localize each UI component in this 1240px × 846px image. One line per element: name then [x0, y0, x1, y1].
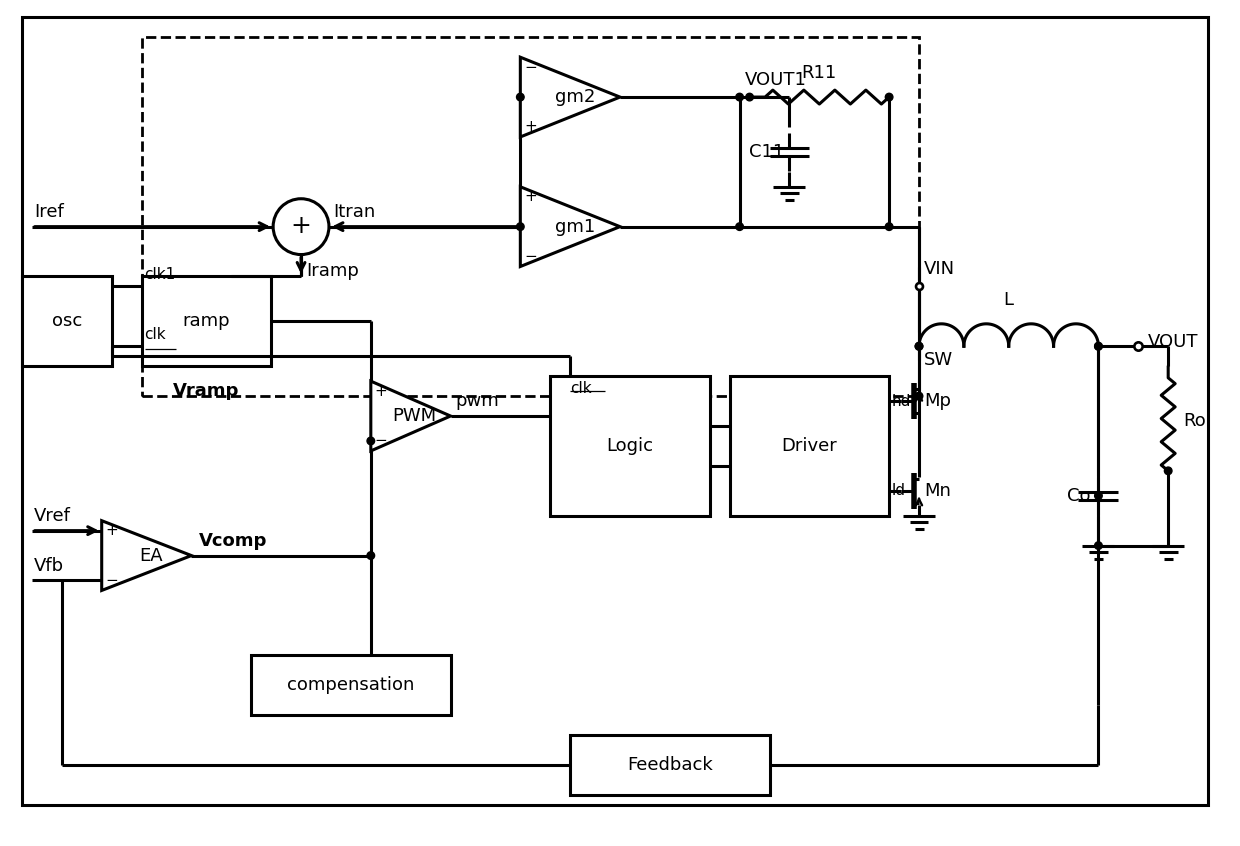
Text: −: −	[374, 433, 387, 448]
Circle shape	[1095, 343, 1102, 350]
Text: Vref: Vref	[33, 507, 71, 525]
Bar	[729, 376, 889, 516]
Circle shape	[273, 199, 329, 255]
Text: R11: R11	[802, 64, 837, 82]
Text: ramp: ramp	[182, 312, 231, 330]
Text: clk1: clk1	[145, 267, 176, 283]
Text: Iref: Iref	[33, 203, 63, 221]
Text: hd: hd	[892, 393, 911, 409]
Text: VOUT: VOUT	[1148, 333, 1199, 351]
Circle shape	[517, 93, 525, 101]
Text: +: +	[525, 119, 537, 135]
Text: VOUT1: VOUT1	[744, 71, 806, 89]
Text: Feedback: Feedback	[627, 755, 713, 774]
Text: ld: ld	[892, 483, 906, 498]
Text: Vfb: Vfb	[33, 558, 64, 575]
Circle shape	[367, 552, 374, 559]
Text: L: L	[1003, 291, 1014, 309]
Circle shape	[517, 222, 525, 230]
Text: +: +	[290, 214, 311, 238]
Text: compensation: compensation	[288, 676, 414, 694]
Bar	[141, 277, 272, 366]
Text: gm1: gm1	[556, 217, 595, 236]
Text: EA: EA	[139, 547, 162, 564]
Circle shape	[1095, 343, 1102, 350]
Text: −: −	[105, 573, 118, 588]
Circle shape	[1135, 343, 1142, 350]
Text: Logic: Logic	[606, 437, 653, 455]
Text: Driver: Driver	[781, 437, 837, 455]
Text: Co: Co	[1066, 486, 1090, 505]
Text: Vramp: Vramp	[174, 382, 239, 400]
Polygon shape	[521, 187, 620, 266]
Text: C11: C11	[749, 143, 785, 161]
Text: Iramp: Iramp	[306, 261, 358, 279]
Circle shape	[745, 93, 754, 101]
Circle shape	[367, 437, 374, 445]
Bar	[551, 376, 709, 516]
Text: PWM: PWM	[393, 407, 436, 425]
Text: Ro: Ro	[1183, 412, 1205, 430]
Bar	[570, 735, 770, 794]
Circle shape	[915, 343, 923, 350]
Text: Mp: Mp	[924, 392, 951, 410]
Bar	[22, 277, 112, 366]
Text: Mn: Mn	[924, 481, 951, 500]
Text: −: −	[525, 249, 537, 264]
Text: pwm: pwm	[455, 392, 500, 410]
Bar	[252, 656, 450, 715]
Polygon shape	[521, 58, 620, 137]
Circle shape	[915, 393, 923, 400]
Text: gm2: gm2	[556, 88, 595, 106]
Text: clk: clk	[145, 327, 166, 343]
Circle shape	[915, 343, 923, 350]
Circle shape	[735, 222, 744, 230]
Circle shape	[735, 93, 744, 101]
Text: Itran: Itran	[334, 203, 376, 221]
Text: +: +	[374, 383, 387, 398]
Text: +: +	[105, 523, 118, 538]
Text: SW: SW	[924, 351, 954, 369]
Circle shape	[1095, 541, 1102, 549]
Circle shape	[1095, 492, 1102, 499]
Text: VIN: VIN	[924, 261, 955, 278]
Text: osc: osc	[52, 312, 82, 330]
Text: −: −	[525, 60, 537, 74]
Circle shape	[885, 222, 893, 230]
Circle shape	[1164, 467, 1172, 475]
Bar	[141, 37, 919, 396]
Text: Vcomp: Vcomp	[200, 531, 268, 550]
Polygon shape	[102, 520, 191, 591]
Circle shape	[885, 93, 893, 101]
Polygon shape	[371, 382, 450, 451]
Text: +: +	[525, 190, 537, 204]
Text: clk: clk	[570, 382, 591, 396]
